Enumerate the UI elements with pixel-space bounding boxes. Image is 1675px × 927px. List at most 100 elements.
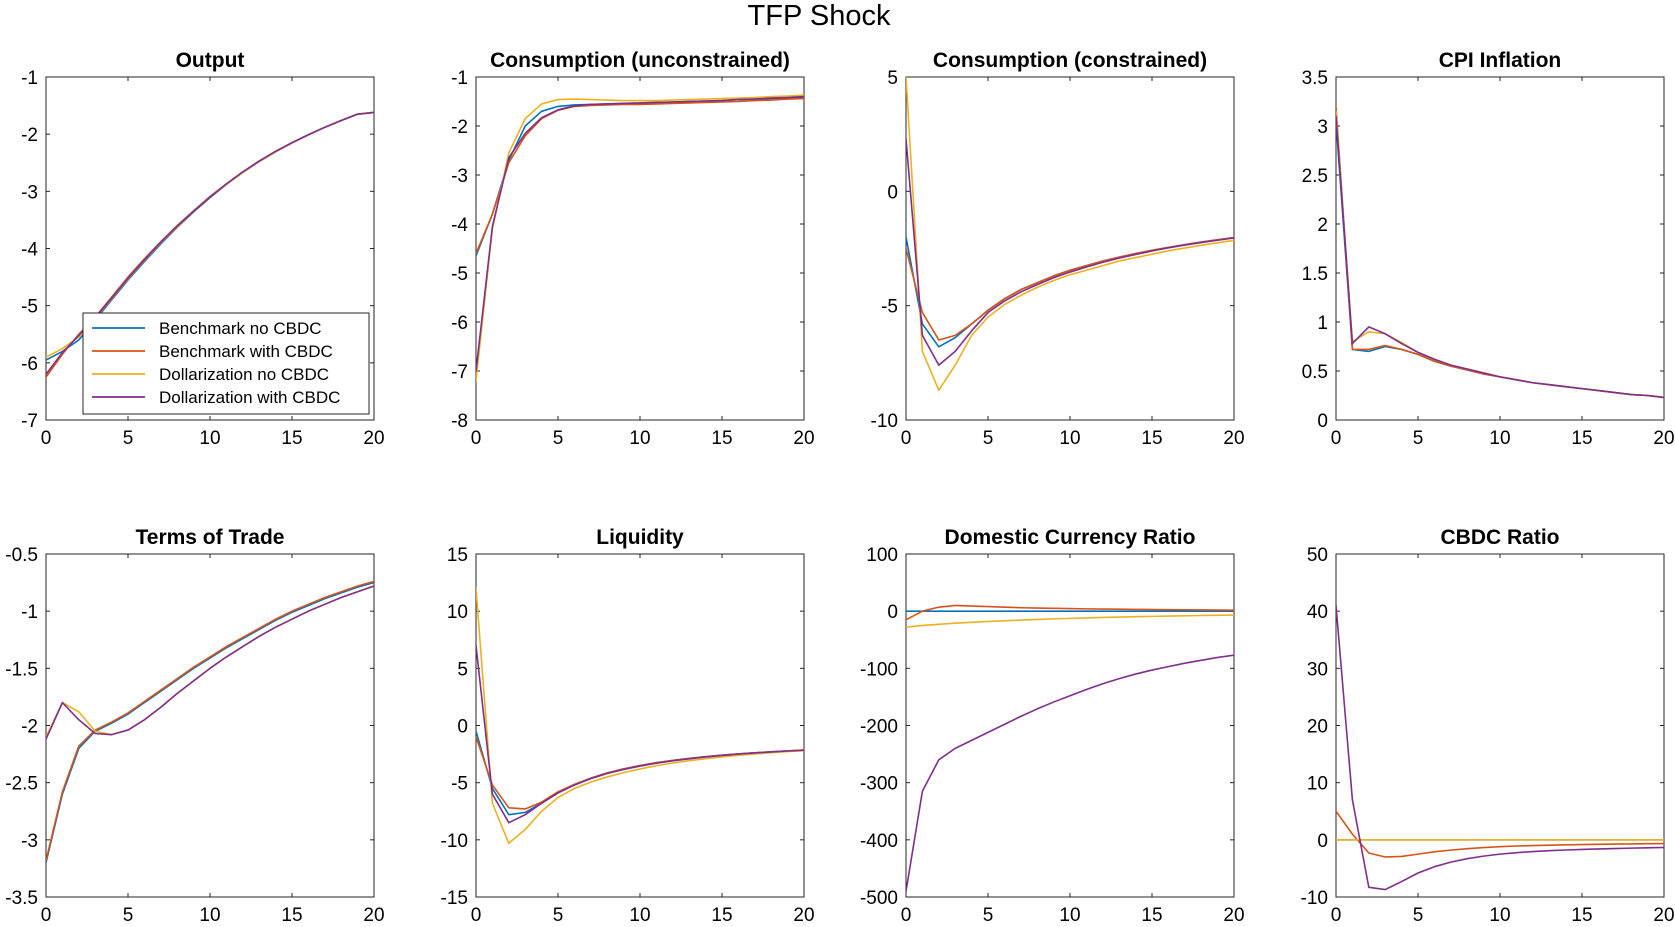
x-tick-label: 15 xyxy=(1141,905,1162,926)
series-group-cbdc-ratio xyxy=(1336,604,1664,891)
figure-title: TFP Shock xyxy=(748,0,891,32)
x-tick-label: 5 xyxy=(553,428,564,449)
y-tick-label: -3 xyxy=(21,182,38,203)
y-tick-label: -7 xyxy=(451,362,468,383)
x-tick-label: 15 xyxy=(281,428,302,449)
y-tick-label: 30 xyxy=(1307,659,1328,680)
series-group-cpi-inflation xyxy=(1336,105,1664,399)
y-tick-label: -4 xyxy=(451,215,468,236)
legend-label-benchmark-with-cbdc: Benchmark with CBDC xyxy=(159,342,333,361)
y-tick-label: -100 xyxy=(860,659,898,680)
y-tick-label: -6 xyxy=(21,354,38,375)
series-line-dollarization-with-cbdc xyxy=(906,654,1234,893)
y-tick-label: 5 xyxy=(887,68,898,89)
x-tick-label: 10 xyxy=(199,428,220,449)
series-line-dollarization-no-cbdc xyxy=(906,614,1234,628)
axes-box-cpi-inflation xyxy=(1335,76,1665,421)
panel-cpi-inflation: CPI Inflation 0 5 10 15 20 0 0.5 1 1.5 2 2.5 3 3.5 xyxy=(1302,49,1675,449)
x-tick-label: 0 xyxy=(41,905,52,926)
axes-box-liquidity xyxy=(475,553,805,898)
y-tick-label: 0 xyxy=(1317,831,1328,852)
x-tick-label: 20 xyxy=(1653,428,1674,449)
x-tick-label: 5 xyxy=(1413,428,1424,449)
x-tick-label: 20 xyxy=(1653,905,1674,926)
series-line-benchmark-no-cbdc xyxy=(46,581,374,864)
series-line-dollarization-with-cbdc xyxy=(1336,604,1664,891)
y-tick-label: 15 xyxy=(447,545,468,566)
panel-title-terms-of-trade: Terms of Trade xyxy=(136,526,285,549)
series-line-dollarization-with-cbdc xyxy=(46,585,374,741)
panel-liquidity: Liquidity 0 5 10 15 20 -15 -10 -5 0 5 10 15 xyxy=(441,526,815,926)
x-tick-label: 0 xyxy=(901,428,912,449)
panel-title-domestic-currency-ratio: Domestic Currency Ratio xyxy=(945,526,1196,549)
y-tick-label: 100 xyxy=(866,545,898,566)
x-tick-label: 0 xyxy=(1331,905,1342,926)
x-tick-label: 20 xyxy=(793,905,814,926)
y-tick-label: -3.5 xyxy=(5,888,38,909)
y-tick-label: -1 xyxy=(21,68,38,89)
y-tick-label: -400 xyxy=(860,831,898,852)
y-tick-label: -5 xyxy=(881,297,898,318)
y-tick-label: 0 xyxy=(887,182,898,203)
series-group-liquidity xyxy=(476,587,804,845)
y-tick-label: 2.5 xyxy=(1302,166,1328,187)
x-tick-label: 0 xyxy=(471,428,482,449)
y-tick-label: -2 xyxy=(21,717,38,738)
series-line-dollarization-with-cbdc xyxy=(46,111,374,376)
x-tick-label: 10 xyxy=(1489,428,1510,449)
series-line-dollarization-no-cbdc xyxy=(476,94,804,382)
series-group-consumption-constrained xyxy=(906,77,1234,392)
axes-box-cbdc-ratio xyxy=(1335,553,1665,898)
y-tick-label: -300 xyxy=(860,774,898,795)
series-line-dollarization-with-cbdc xyxy=(1336,115,1664,399)
x-tick-label: 10 xyxy=(1489,905,1510,926)
x-tick-label: 10 xyxy=(629,428,650,449)
x-tick-label: 10 xyxy=(1059,428,1080,449)
x-tick-label: 5 xyxy=(123,905,134,926)
series-group-terms-of-trade xyxy=(46,580,374,864)
y-tick-label: -2 xyxy=(21,125,38,146)
panel-consumption-constrained: Consumption (constrained) 0 5 10 15 20 -10 -5 0 5 xyxy=(871,49,1245,449)
panel-title-liquidity: Liquidity xyxy=(596,526,684,549)
y-tick-label: -10 xyxy=(871,411,898,432)
x-tick-label: 0 xyxy=(471,905,482,926)
x-tick-label: 5 xyxy=(1413,905,1424,926)
y-tick-label: -1 xyxy=(451,68,468,89)
panel-title-cpi-inflation: CPI Inflation xyxy=(1439,49,1562,72)
x-tick-label: 10 xyxy=(1059,905,1080,926)
x-tick-label: 15 xyxy=(281,905,302,926)
series-group-consumption-unconstrained xyxy=(476,94,804,382)
x-tick-label: 20 xyxy=(363,905,384,926)
panel-title-cbdc-ratio: CBDC Ratio xyxy=(1441,526,1560,549)
axes-box-terms-of-trade xyxy=(45,553,375,898)
series-line-benchmark-with-cbdc xyxy=(46,580,374,862)
panel-title-consumption-constrained: Consumption (constrained) xyxy=(933,49,1207,72)
x-tick-label: 5 xyxy=(983,905,994,926)
y-tick-label: -10 xyxy=(1301,888,1328,909)
y-tick-label: -7 xyxy=(21,411,38,432)
y-tick-label: 40 xyxy=(1307,602,1328,623)
y-tick-label: -3 xyxy=(21,831,38,852)
x-tick-label: 15 xyxy=(1571,905,1592,926)
y-tick-label: -200 xyxy=(860,717,898,738)
x-tick-label: 10 xyxy=(629,905,650,926)
x-tick-label: 15 xyxy=(1141,428,1162,449)
y-tick-label: 50 xyxy=(1307,545,1328,566)
y-tick-label: 1.5 xyxy=(1302,264,1328,285)
y-tick-label: 0 xyxy=(887,602,898,623)
y-tick-label: -4 xyxy=(21,240,38,261)
y-tick-label: 3 xyxy=(1317,117,1328,138)
y-tick-label: 1 xyxy=(1317,313,1328,334)
legend-label-benchmark-no-cbdc: Benchmark no CBDC xyxy=(159,319,322,338)
panel-title-output: Output xyxy=(176,49,245,72)
y-tick-label: 10 xyxy=(447,602,468,623)
x-tick-label: 15 xyxy=(711,905,732,926)
y-tick-label: -5 xyxy=(451,264,468,285)
panel-domestic-currency-ratio: Domestic Currency Ratio 0 5 10 15 20 -500 -400 -… xyxy=(860,526,1245,926)
y-tick-label: -8 xyxy=(451,411,468,432)
y-tick-label: -5 xyxy=(21,297,38,318)
y-tick-label: 0 xyxy=(1317,411,1328,432)
